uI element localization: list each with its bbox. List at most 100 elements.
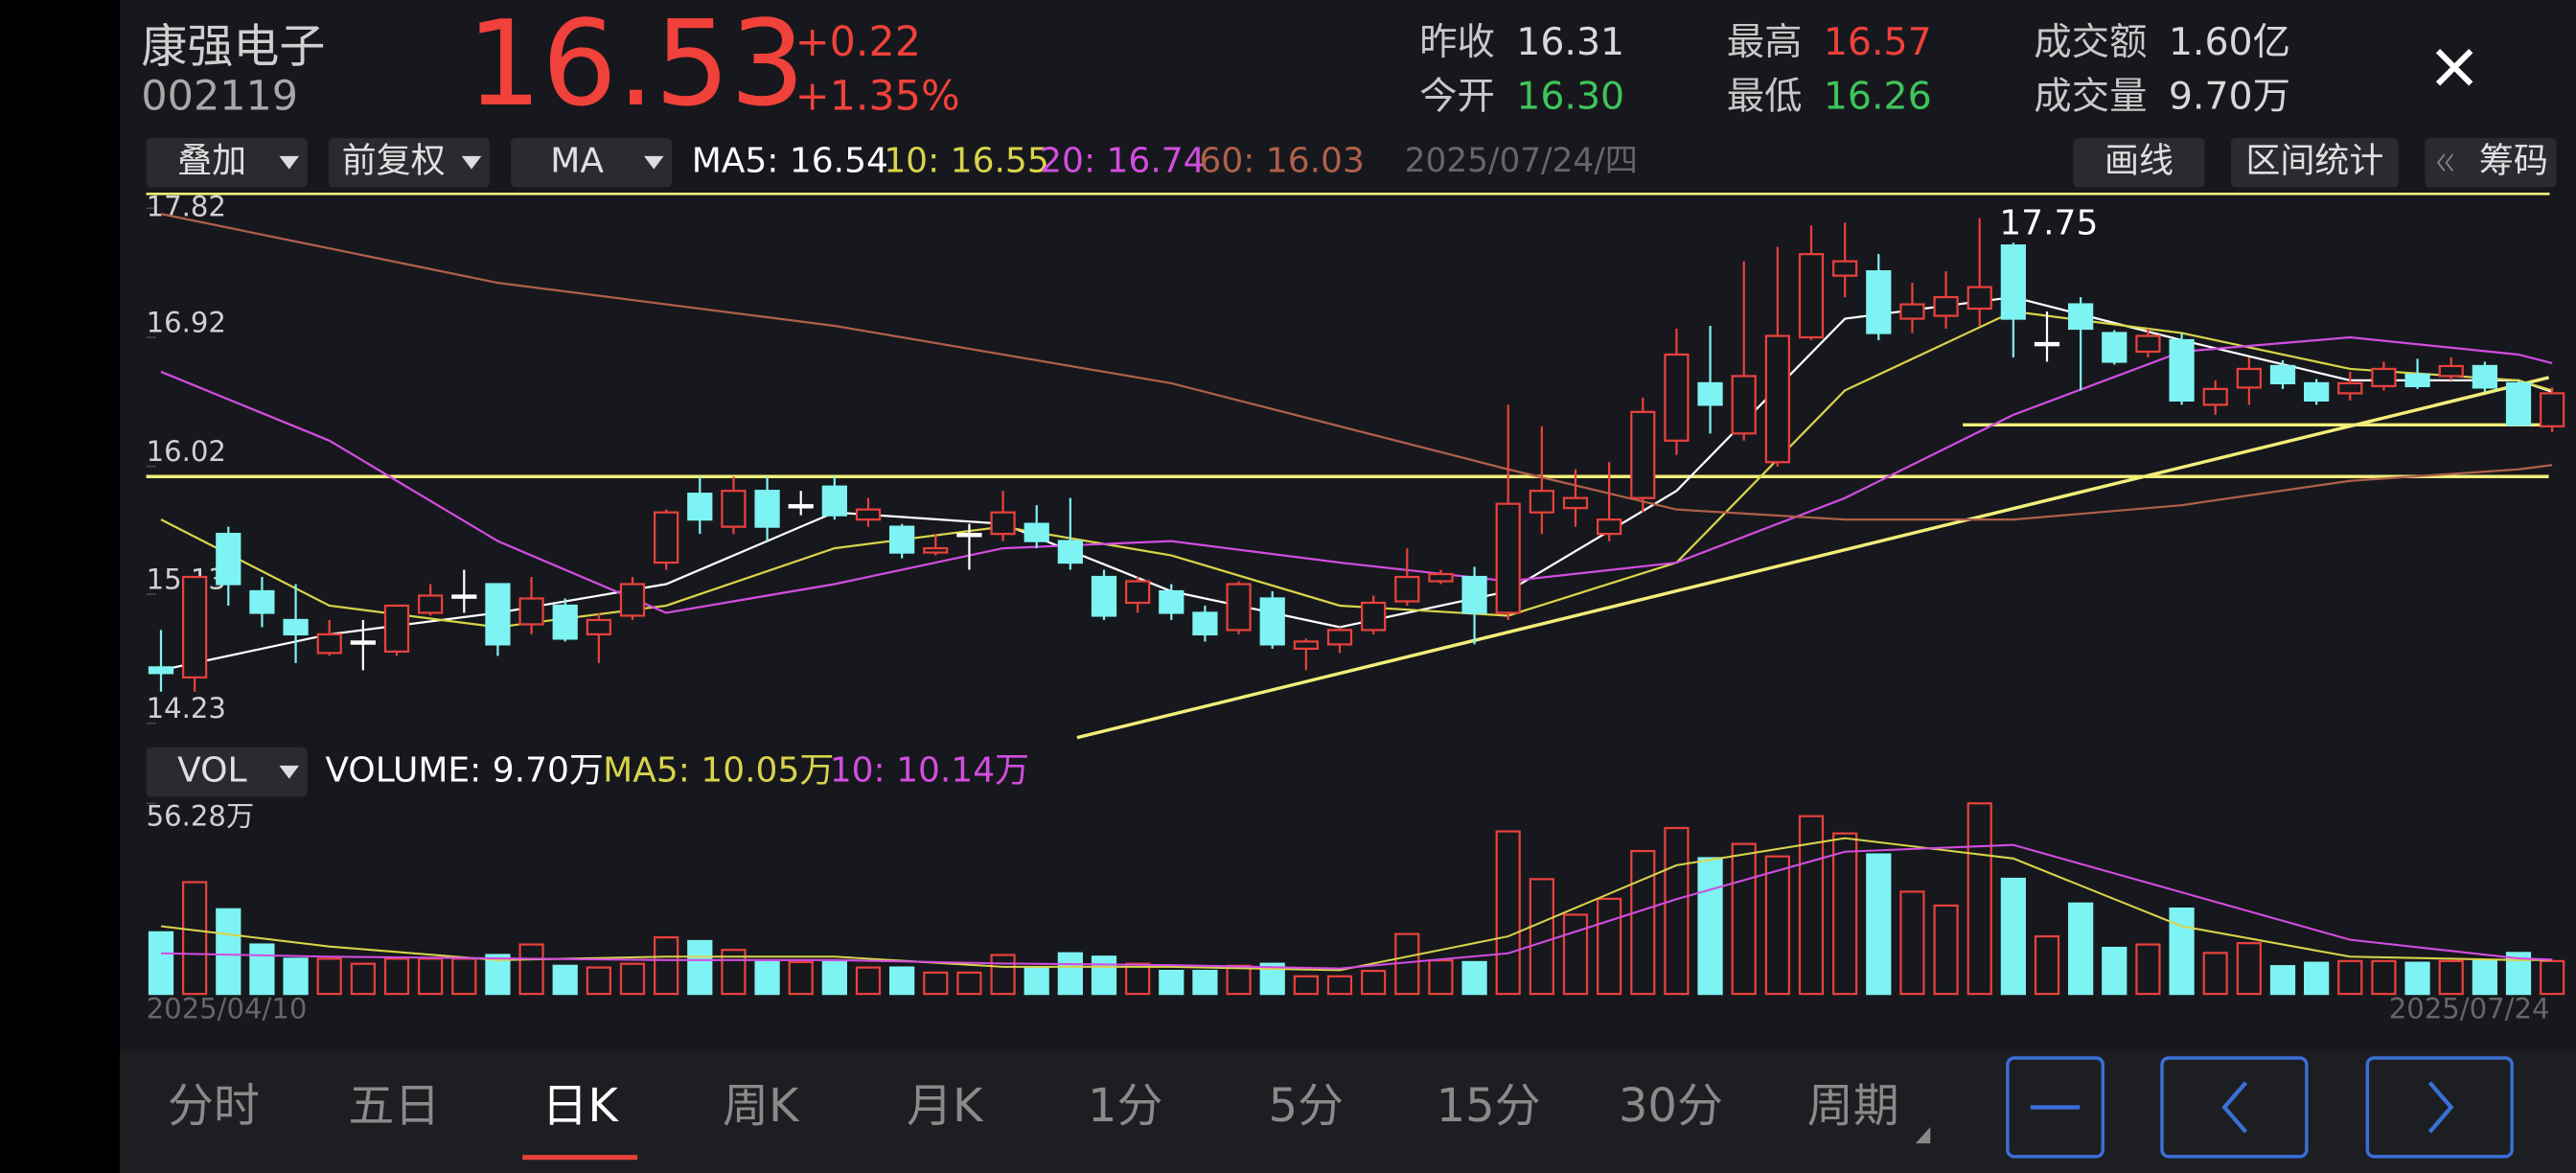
candle-body (1630, 410, 1656, 499)
y-tick-label: 17.82 (147, 191, 226, 223)
candle-body (1495, 502, 1521, 614)
candle-body (1562, 496, 1589, 510)
tab[interactable]: 分时 (168, 1079, 260, 1133)
stat-label: 最低 (1727, 74, 1803, 118)
candle-body (316, 632, 342, 655)
x-tick-label: 2025/07/24 (2389, 992, 2550, 1024)
candle-body (1664, 353, 1690, 442)
candle-body (754, 490, 780, 528)
stat-label: 成交量 (2034, 74, 2147, 118)
stat-label: 最高 (1727, 20, 1803, 64)
tabs: 分时 五日 日K 周K 月K 1分 5分 15分 30分 周期 (168, 1079, 1899, 1161)
tab[interactable]: 月K (907, 1079, 984, 1133)
tab[interactable]: 1分 (1088, 1079, 1163, 1133)
dropdown-arrow (644, 155, 664, 170)
volume-bar (1764, 855, 1790, 996)
volume-bar (1597, 897, 1622, 996)
volume-bar (1293, 975, 1319, 996)
button-label: 筹码 (2479, 142, 2548, 181)
volume-bar (1664, 826, 1690, 996)
prev-button[interactable] (2160, 1056, 2309, 1159)
volume-bar (2169, 907, 2195, 996)
tab-underline (522, 1155, 638, 1161)
candle-body (1326, 629, 1353, 646)
legend-entry: MA5: 10.05万 (603, 751, 834, 791)
close-icon (2435, 49, 2473, 86)
volume-bar (1057, 952, 1083, 996)
button-box (2365, 1056, 2514, 1159)
candle-body (956, 533, 982, 538)
volume-bar (889, 966, 915, 996)
candle-body (1125, 580, 1151, 605)
volume-bar (148, 931, 174, 996)
volume-bar (1091, 955, 1117, 996)
candle-body (1293, 640, 1319, 651)
range-stats-button[interactable]: 区间统计 (2231, 138, 2399, 188)
legend-entry: VOLUME: 9.70万 (325, 751, 603, 791)
max-label: 17.75 (1999, 204, 2098, 243)
volume-bar (283, 957, 309, 996)
tab[interactable]: 五日 (348, 1079, 440, 1133)
volume-bar (923, 971, 949, 996)
next-button[interactable] (2365, 1056, 2514, 1159)
tab[interactable]: 15分 (1437, 1079, 1541, 1133)
candle-body (552, 604, 578, 640)
candle-body (249, 589, 275, 614)
stat-value: 16.57 (1824, 20, 1932, 64)
indicator-dropdown[interactable]: MA (511, 138, 673, 188)
volume-bar (1630, 849, 1656, 996)
button-box (2006, 1056, 2104, 1159)
candle-body (148, 666, 174, 675)
volume-bar (2135, 943, 2161, 996)
candle-body (1597, 518, 1622, 536)
candle-body (1091, 575, 1117, 617)
volume-bar (1966, 802, 1992, 996)
y-tick-label: 16.02 (147, 435, 226, 468)
close-button[interactable] (2435, 49, 2473, 86)
dropdown-box (511, 138, 673, 188)
candle-body (1226, 583, 1252, 632)
chips-button[interactable]: 筹码 (2425, 138, 2557, 188)
volume-bar (1697, 857, 1723, 996)
volume-bar (788, 960, 814, 996)
volume-bar (2304, 961, 2330, 996)
legend-entry: 60: 16.03 (1199, 142, 1364, 181)
dropdown-box (146, 748, 308, 797)
candle-body (1731, 375, 1757, 435)
left-edge (0, 0, 121, 1173)
volume-bar (990, 954, 1016, 996)
overlay-dropdown[interactable]: 叠加 (146, 138, 308, 188)
zoom-out-button[interactable] (2006, 1056, 2104, 1159)
button-box (2073, 138, 2205, 188)
stat-value: 1.60亿 (2169, 20, 2290, 64)
candle-body (1798, 253, 1825, 339)
right-icon (2427, 1081, 2454, 1134)
candle-body (2102, 332, 2128, 363)
candle-body (1899, 303, 1925, 320)
draw-button[interactable]: 画线 (2073, 138, 2205, 188)
tab[interactable]: 周期 (1807, 1079, 1899, 1133)
tab[interactable]: 30分 (1619, 1079, 1723, 1133)
candle-body (721, 490, 747, 528)
candle-body (990, 511, 1016, 536)
tab[interactable]: 周K (723, 1079, 800, 1133)
candle-body (2472, 364, 2497, 389)
candle-body (418, 594, 444, 614)
candle-body (2236, 367, 2262, 389)
volume-bar (1361, 970, 1387, 996)
candle-body (451, 594, 477, 599)
candle-body (485, 583, 511, 646)
vol-dropdown[interactable]: VOL (146, 748, 308, 797)
volume-bar (216, 908, 242, 996)
volume-bar (182, 881, 208, 996)
candle-body (2135, 334, 2161, 354)
candle-body (518, 597, 544, 626)
collapse-icon (2436, 153, 2454, 172)
volume-bar (2269, 965, 2296, 996)
tab[interactable]: 5分 (1269, 1079, 1345, 1133)
volume-bar (2337, 959, 2363, 996)
adjust-dropdown[interactable]: 前复权 (328, 138, 490, 188)
tab[interactable]: 日K (541, 1079, 619, 1133)
volume-bar (2540, 959, 2565, 996)
candle-body (2304, 381, 2330, 402)
